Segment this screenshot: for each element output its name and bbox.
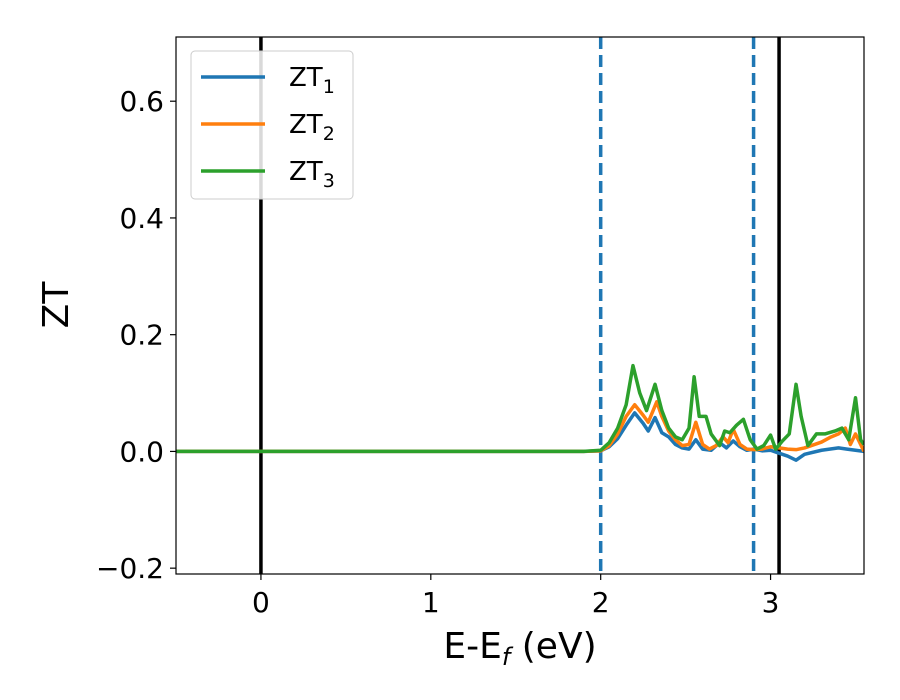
x-tick-label: 2 [592, 586, 610, 619]
x-axis-title-unit: (eV) [510, 626, 596, 667]
y-tick-label: 0.6 [119, 85, 164, 118]
legend: ZT1 ZT2 ZT3 [190, 50, 354, 200]
legend-label-zt3: ZT3 [289, 157, 335, 192]
x-axis-title-main: E-E [443, 626, 501, 667]
legend-label-zt2: ZT2 [289, 110, 335, 145]
y-axis-ticks: −0.2 0.0 0.2 0.4 0.6 [96, 85, 176, 585]
legend-box [190, 50, 354, 200]
y-tick-label: 0.0 [119, 435, 164, 468]
y-tick-label: 0.2 [119, 319, 164, 352]
x-tick-label: 3 [762, 586, 780, 619]
y-tick-label: 0.4 [119, 202, 164, 235]
series-line-zt3 [176, 363, 864, 454]
x-axis-ticks: 0 1 2 3 [252, 574, 779, 619]
plot-frame [175, 36, 865, 575]
legend-label-zt1: ZT1 [289, 63, 335, 98]
series-group [176, 363, 864, 462]
y-axis-title: ZT [36, 281, 77, 329]
x-axis-title: E-Ef (eV) [443, 626, 596, 671]
x-tick-label: 0 [252, 586, 270, 619]
series-line-zt1 [176, 411, 864, 462]
y-tick-label: −0.2 [96, 552, 164, 585]
x-tick-label: 1 [422, 586, 440, 619]
